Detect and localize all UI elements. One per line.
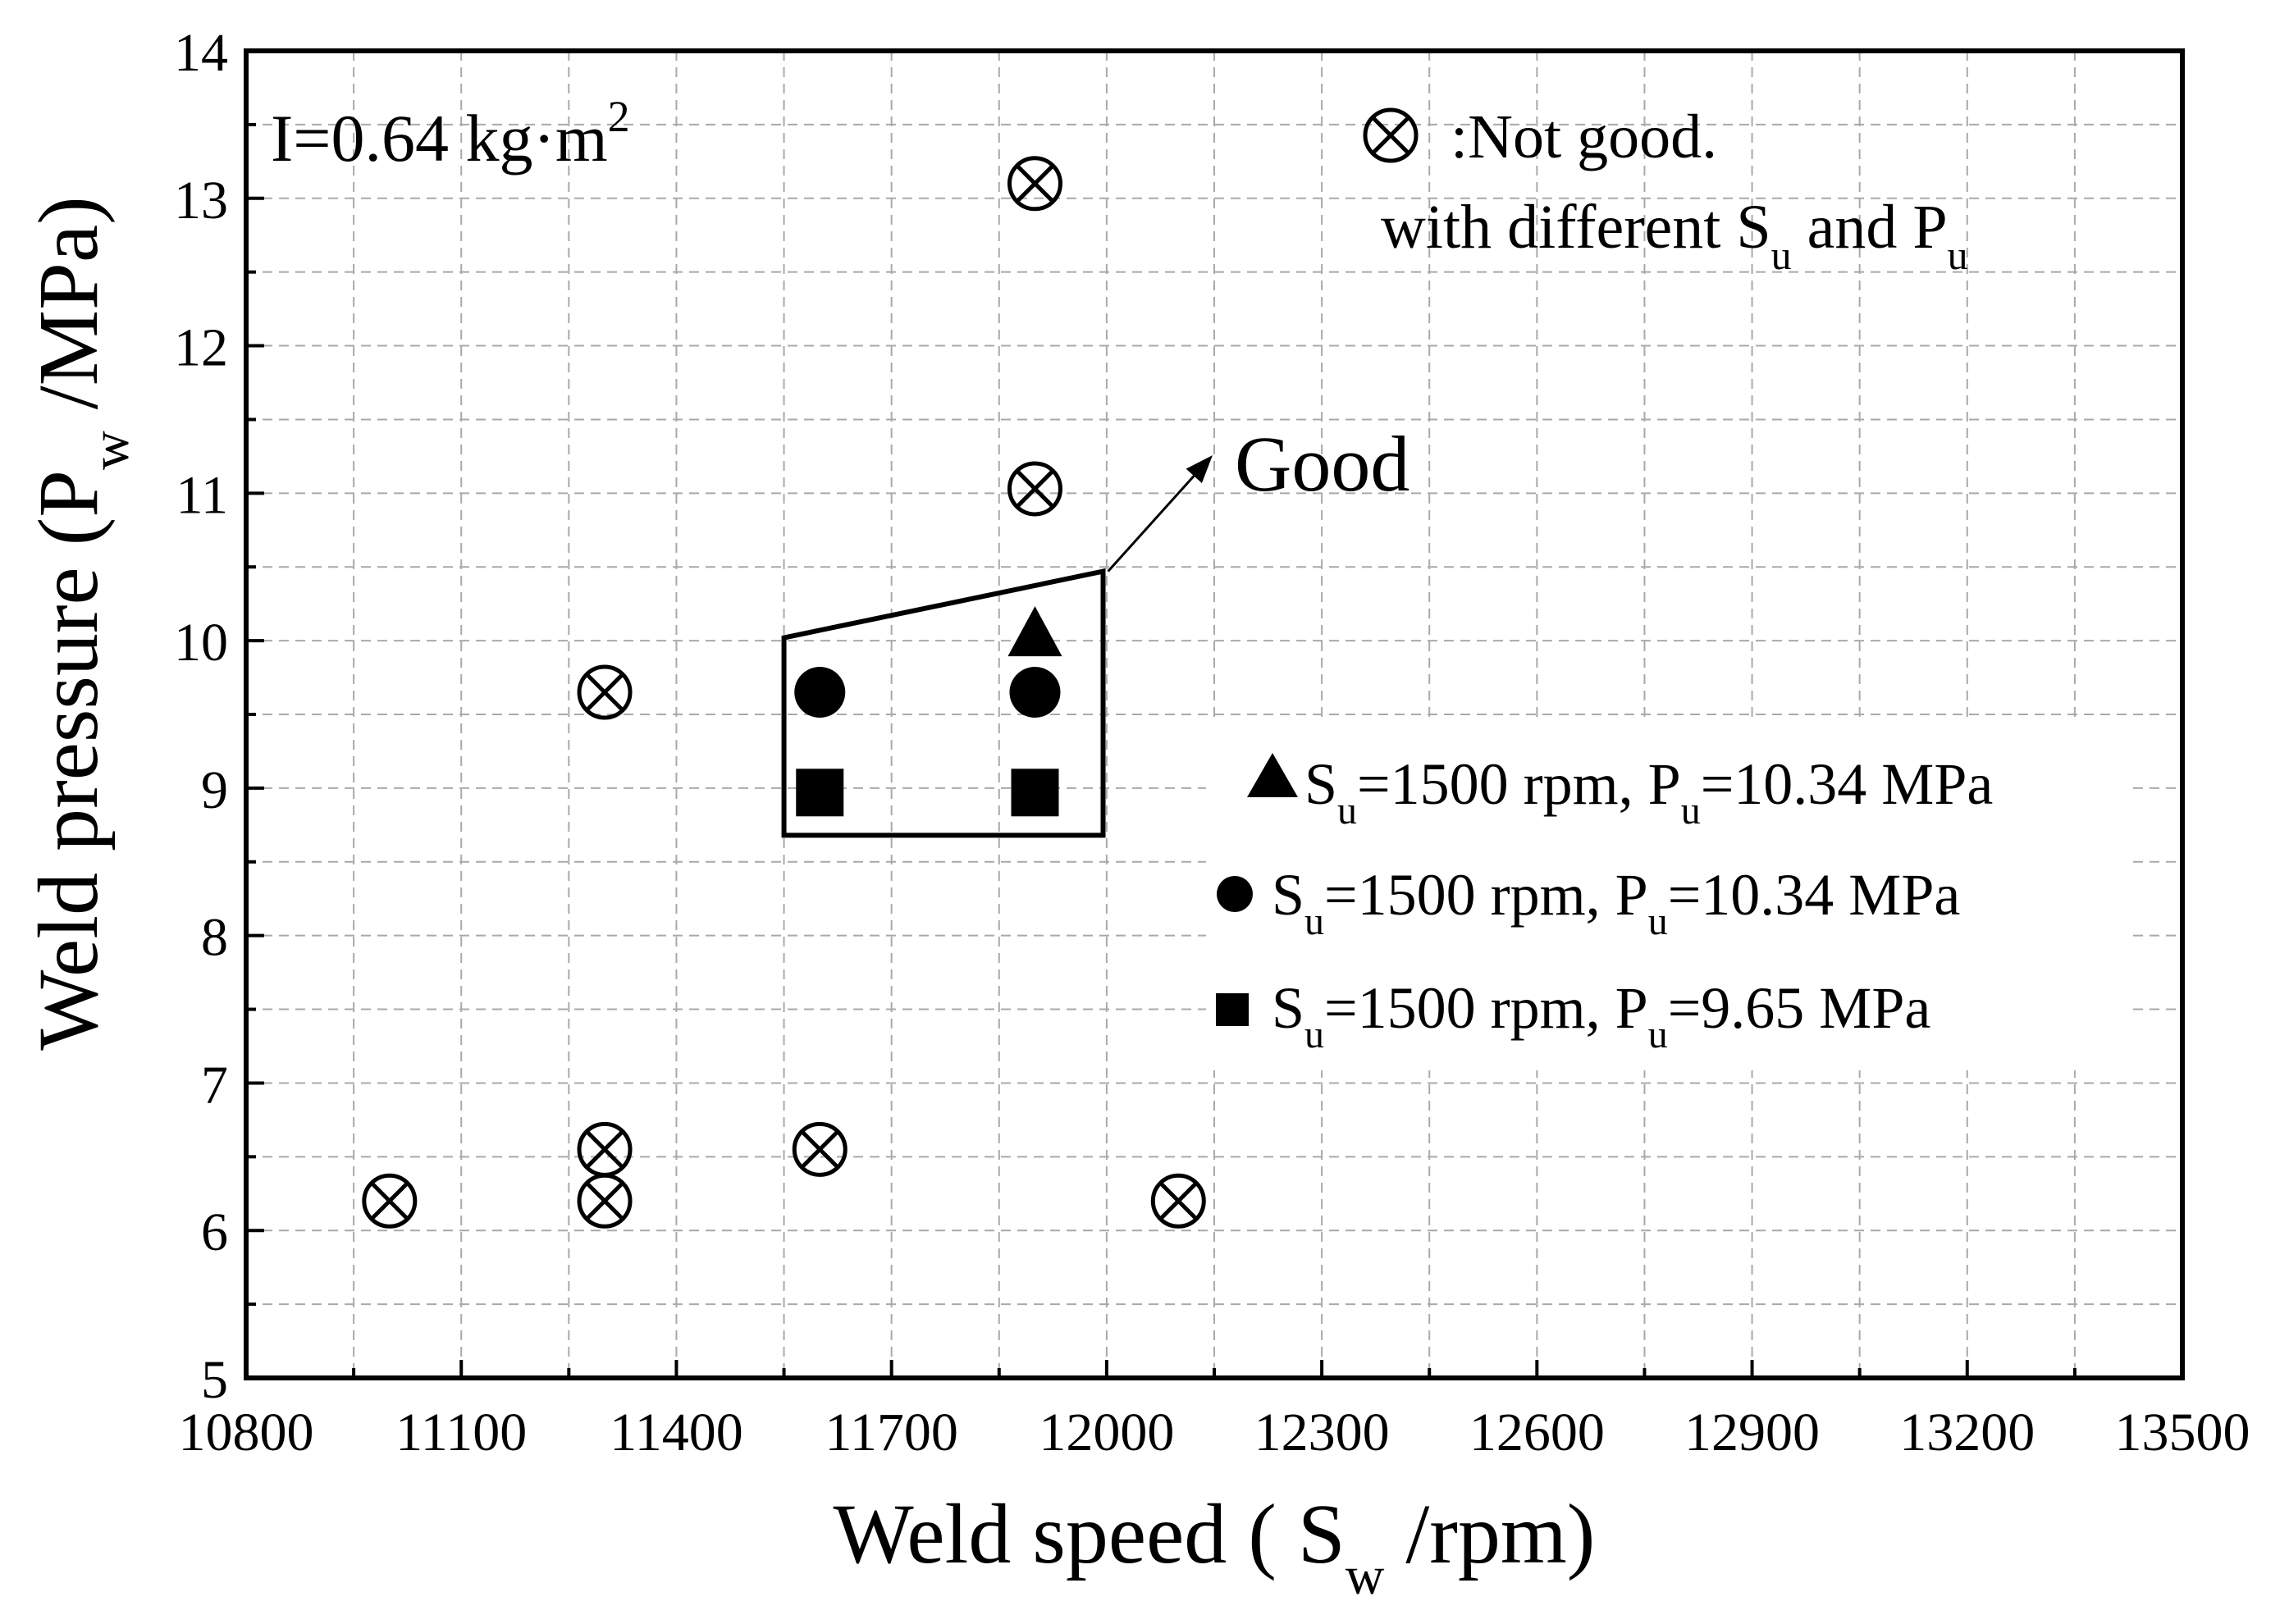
x-tick-label: 11700: [825, 1403, 958, 1462]
x-tick-label: 12000: [1039, 1403, 1174, 1462]
legend-not-good-label: :Not good.: [1451, 103, 1717, 171]
inertia-label: I=0.64 kg·m2: [271, 92, 630, 176]
y-tick-label: 10: [174, 613, 228, 673]
data-markers: [362, 156, 1206, 1229]
marker-square: [796, 769, 844, 817]
legend-circle-symbol: [1217, 876, 1253, 912]
legend-not-good-note: with different Su and Pu: [1381, 193, 1968, 278]
x-tick-label: 13200: [1899, 1403, 2035, 1462]
y-tick-label: 7: [201, 1055, 228, 1115]
legend-triangle-label: Su=1500 rpm, Pu=10.34 MPa: [1304, 751, 1993, 833]
marker-circle: [1009, 667, 1061, 718]
legend-square-label: Su=1500 rpm, Pu=9.65 MPa: [1272, 975, 1930, 1056]
marker-not-good: [792, 1121, 848, 1177]
y-tick-labels: 5 6 7 8 9 10 11 12 13 14: [174, 23, 228, 1410]
marker-not-good: [1007, 156, 1062, 212]
y-axis-label: Weld pressure (Pw /MPa): [21, 196, 140, 1051]
good-region-outline: [781, 568, 1106, 838]
legend-circle-label: Su=1500 rpm, Pu=10.34 MPa: [1272, 862, 1960, 943]
major-ticks: [244, 49, 2184, 1380]
marker-not-good: [1150, 1173, 1206, 1229]
marker-not-good: [1007, 461, 1062, 517]
x-tick-label: 12600: [1469, 1403, 1605, 1462]
x-tick-label: 11100: [395, 1403, 527, 1462]
x-axis-label: Weld speed ( Sw /rpm): [834, 1487, 1596, 1606]
x-tick-label: 12900: [1684, 1403, 1820, 1462]
x-tick-label: 10800: [179, 1403, 314, 1462]
y-tick-label: 12: [174, 318, 228, 378]
marker-square: [1011, 769, 1059, 817]
good-arrow: [1107, 455, 1213, 573]
legend-square-symbol: [1216, 993, 1249, 1026]
plot-frame: [244, 48, 2185, 1380]
y-tick-label: 6: [201, 1202, 228, 1262]
marker-circle: [794, 667, 846, 718]
marker-triangle: [1007, 606, 1062, 657]
y-tick-label: 5: [201, 1350, 228, 1410]
x-tick-label: 12300: [1254, 1403, 1390, 1462]
y-tick-label: 13: [174, 171, 228, 230]
marker-not-good: [577, 664, 633, 720]
y-tick-label: 9: [201, 760, 228, 820]
y-tick-label: 11: [176, 465, 228, 525]
y-tick-label: 8: [201, 908, 228, 968]
legend-box: [1206, 718, 2129, 1070]
y-tick-label: 14: [174, 23, 228, 83]
x-tick-labels: 10800 11100 11400 11700 12000 12300 12600 12900…: [179, 1403, 2250, 1462]
legend-not-good-symbol: [1363, 107, 1419, 163]
x-tick-label: 11400: [610, 1403, 743, 1462]
marker-not-good: [577, 1121, 633, 1177]
x-tick-label: 13500: [2115, 1403, 2250, 1462]
good-label: Good: [1235, 420, 1409, 508]
legend-triangle-symbol: [1247, 753, 1298, 797]
marker-not-good: [362, 1173, 418, 1229]
